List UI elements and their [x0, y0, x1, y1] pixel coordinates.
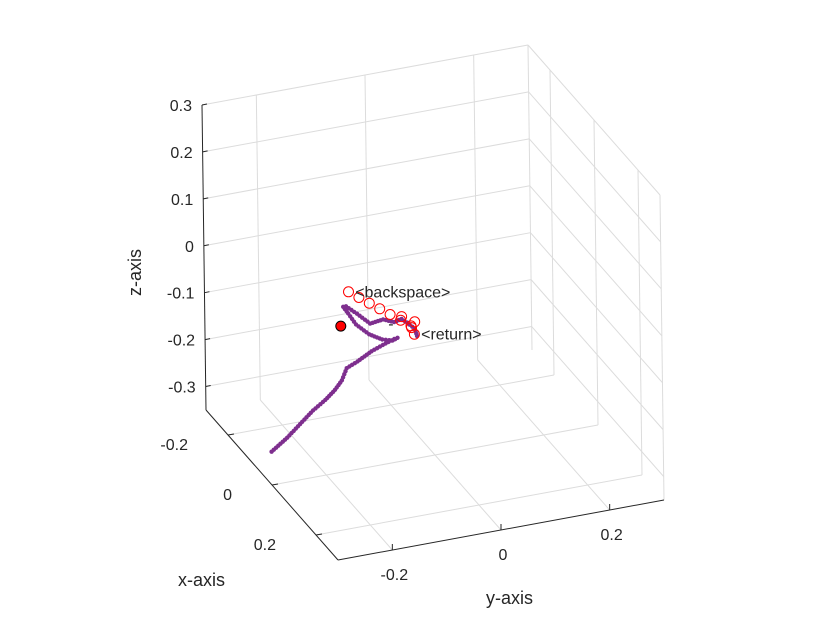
x-axis-label: x-axis	[178, 570, 225, 590]
key-marker	[408, 328, 420, 340]
key-marker	[363, 297, 375, 309]
annotation-label: <backspace>	[355, 284, 450, 301]
grid-line	[530, 232, 663, 384]
grid-line	[255, 94, 261, 401]
key-marker	[409, 316, 421, 328]
trajectory-point	[383, 337, 388, 342]
z-tick-label: -0.3	[168, 380, 196, 397]
z-tick	[204, 291, 210, 294]
z-tick-label: 0	[185, 239, 194, 256]
key-marker	[374, 303, 386, 315]
grid-line	[204, 279, 532, 341]
key-marker	[396, 311, 408, 323]
tick-labels: 0.3 0.2 0.1 0 -0.1 -0.2 -0.3 -0.2 0 0.2 -0.2 0 0.2	[160, 98, 622, 584]
z-tick	[203, 244, 209, 247]
grid-line	[473, 54, 479, 361]
x-tick-label: -0.2	[160, 437, 188, 454]
grid-line	[364, 74, 370, 381]
grid-line	[203, 185, 530, 247]
y-tick-label: -0.2	[381, 567, 409, 584]
grid-line	[659, 194, 665, 501]
grid-line	[593, 119, 599, 426]
grid-line	[202, 91, 529, 153]
z-tick	[204, 338, 211, 341]
z-tick-label: -0.2	[167, 333, 195, 350]
start-point	[335, 320, 347, 332]
x-tick-label: 0	[223, 487, 232, 504]
z-axis-label: z-axis	[125, 249, 145, 296]
y-tick-label: 0.2	[601, 527, 623, 544]
x-tick	[315, 533, 323, 536]
annotation-label: <return>	[421, 327, 481, 344]
key-marker	[384, 309, 396, 320]
z-tick	[205, 385, 211, 388]
z-tick-label: 0.3	[170, 98, 192, 115]
grid-line	[477, 359, 611, 511]
key-marker	[343, 286, 354, 298]
grid-line	[259, 399, 393, 551]
key-markers	[335, 286, 421, 340]
grid-line	[368, 379, 502, 531]
grid-line	[531, 326, 665, 477]
grid-line	[205, 326, 532, 388]
grid-line	[201, 44, 529, 106]
z-tick-label: 0.1	[171, 192, 193, 209]
grid-line	[528, 91, 661, 243]
z-tick	[201, 103, 208, 106]
z-tick-label: -0.1	[167, 286, 195, 303]
y-axis-label: y-axis	[486, 588, 533, 608]
grid-line	[204, 232, 531, 294]
grid-lines	[201, 44, 665, 551]
trajectory-point	[387, 338, 392, 343]
annotations: <backspace> <return> -	[355, 284, 481, 343]
grid-line	[528, 138, 662, 290]
grid-line	[529, 185, 663, 337]
z-tick	[202, 150, 208, 153]
grid-line	[530, 279, 664, 430]
y-tick-label: 0	[499, 547, 508, 564]
z-axis-line	[201, 104, 207, 411]
grid-line	[527, 44, 661, 196]
trajectory-point	[390, 338, 395, 343]
trajectory-points	[269, 304, 420, 454]
annotation-label: -	[388, 316, 393, 333]
grid-line	[203, 138, 530, 200]
z-tick	[203, 197, 209, 200]
z-tick-label: 0.2	[170, 145, 192, 162]
grid-line	[549, 69, 555, 376]
axis-lines	[201, 103, 665, 561]
key-marker	[353, 292, 365, 303]
key-marker	[406, 322, 417, 334]
x-tick	[227, 433, 235, 436]
grid-line	[527, 44, 533, 351]
grid-line	[637, 169, 643, 476]
x-tick-label: 0.2	[254, 537, 276, 554]
x-tick	[271, 483, 279, 486]
